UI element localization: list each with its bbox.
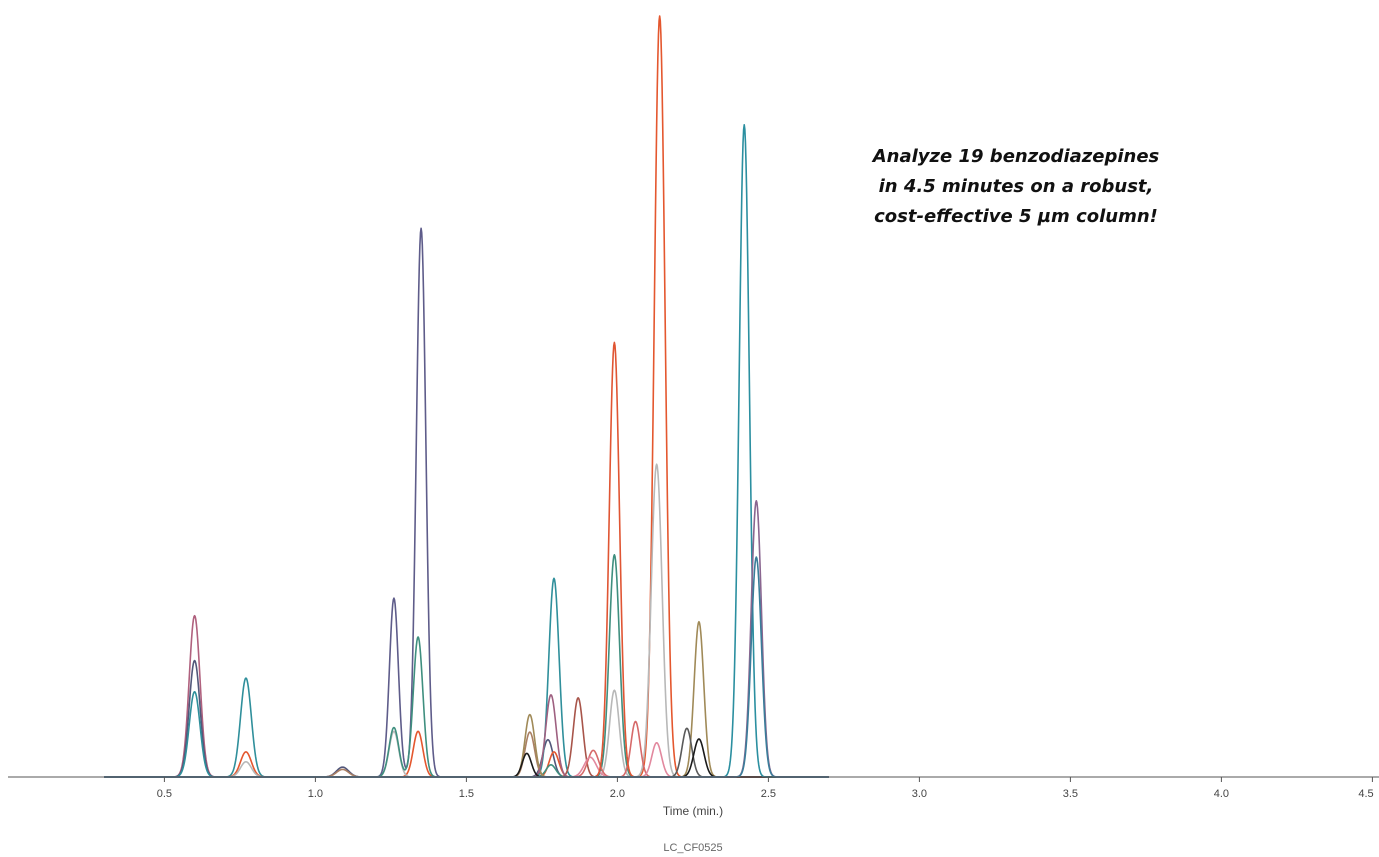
- trace-6: [103, 227, 829, 778]
- x-tick-label-8: 4.5: [1358, 788, 1373, 800]
- x-tick-label-6: 3.5: [1063, 788, 1078, 800]
- trace-7: [103, 553, 829, 778]
- x-tick-label-3: 2.0: [610, 788, 625, 800]
- trace-13: [103, 741, 829, 778]
- annotation-line-2: in 4.5 minutes on a robust,: [879, 176, 1154, 197]
- trace-4: [103, 15, 829, 778]
- trace-16: [103, 738, 829, 778]
- x-axis-title: Time (min.): [663, 804, 723, 818]
- annotation-callout: Analyze 19 benzodiazepines in 4.5 minute…: [871, 146, 1160, 227]
- trace-15: [103, 727, 829, 778]
- annotation-line-1: Analyze 19 benzodiazepines: [871, 146, 1160, 167]
- trace-5: [103, 463, 829, 778]
- trace-17: [103, 124, 829, 778]
- trace-8: [103, 731, 829, 778]
- trace-3: [103, 577, 829, 778]
- x-tick-label-5: 3.0: [912, 788, 927, 800]
- trace-9: [103, 620, 829, 778]
- x-tick-label-7: 4.0: [1214, 788, 1229, 800]
- trace-11: [103, 694, 829, 778]
- chromatogram-traces: [103, 15, 829, 778]
- x-axis-ticks: 0.5 1.0 1.5 2.0 2.5 3.0 3.5 4.0 4.5: [157, 777, 1374, 800]
- trace-10: [103, 697, 829, 778]
- x-tick-label-1: 1.0: [308, 788, 323, 800]
- trace-19: [103, 556, 829, 778]
- x-tick-label-2: 1.5: [459, 788, 474, 800]
- trace-1: [103, 614, 829, 778]
- trace-14: [103, 341, 829, 778]
- trace-2: [103, 659, 829, 778]
- annotation-line-3: cost-effective 5 µm column!: [874, 206, 1158, 227]
- x-tick-label-0: 0.5: [157, 788, 172, 800]
- figure-code-label: LC_CF0525: [663, 842, 722, 854]
- x-tick-label-4: 2.5: [761, 788, 776, 800]
- trace-12: [103, 720, 829, 778]
- trace-18: [103, 499, 829, 778]
